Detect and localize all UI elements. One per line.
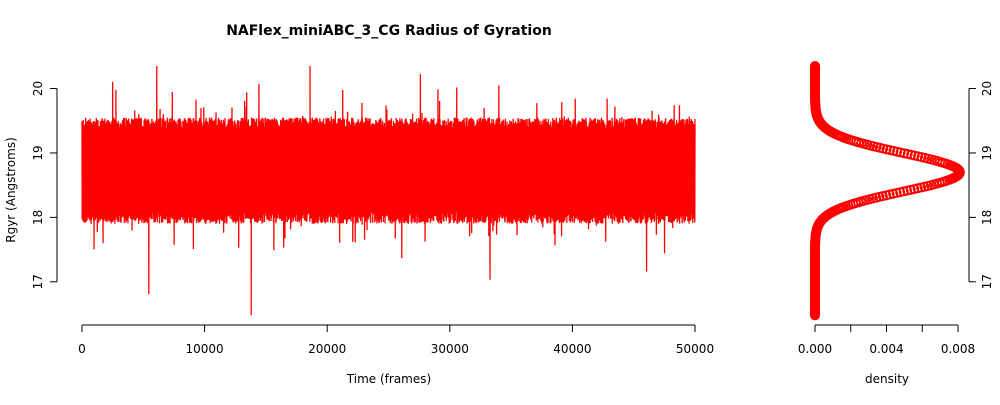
density-x-tick-label: 0.008 xyxy=(941,342,975,356)
density-x-tick-label: 0.004 xyxy=(869,342,903,356)
density-point xyxy=(809,60,820,71)
x-axis-label: Time (frames) xyxy=(346,372,431,386)
x-tick-label: 30000 xyxy=(431,342,469,356)
y-tick-label: 20 xyxy=(31,81,45,96)
density-y-tick-label: 19 xyxy=(980,145,994,160)
x-tick-label: 10000 xyxy=(186,342,224,356)
density-y-tick-label: 20 xyxy=(980,81,994,96)
x-tick-label: 50000 xyxy=(676,342,714,356)
density-axis-label: density xyxy=(865,372,909,386)
y-tick-label: 18 xyxy=(31,210,45,225)
x-tick-label: 0 xyxy=(78,342,86,356)
x-tick-label: 20000 xyxy=(308,342,346,356)
y-axis-label: Rgyr (Angstroms) xyxy=(4,137,18,243)
density-y-tick-label: 17 xyxy=(980,274,994,289)
x-tick-label: 40000 xyxy=(553,342,591,356)
y-tick-label: 19 xyxy=(31,145,45,160)
time-series-panel: 17 18 19 20 0 10000 20000 30000 40000 50000 xyxy=(31,65,714,356)
density-x-tick-label: 0.000 xyxy=(798,342,832,356)
y-tick-label: 17 xyxy=(31,274,45,289)
density-y-tick-label: 18 xyxy=(980,210,994,225)
chart-title: NAFlex_miniABC_3_CG Radius of Gyration xyxy=(226,23,552,39)
rgyr-series-line xyxy=(81,65,696,316)
density-panel: 0.000 0.004 0.008 17 18 19 20 xyxy=(798,60,994,356)
